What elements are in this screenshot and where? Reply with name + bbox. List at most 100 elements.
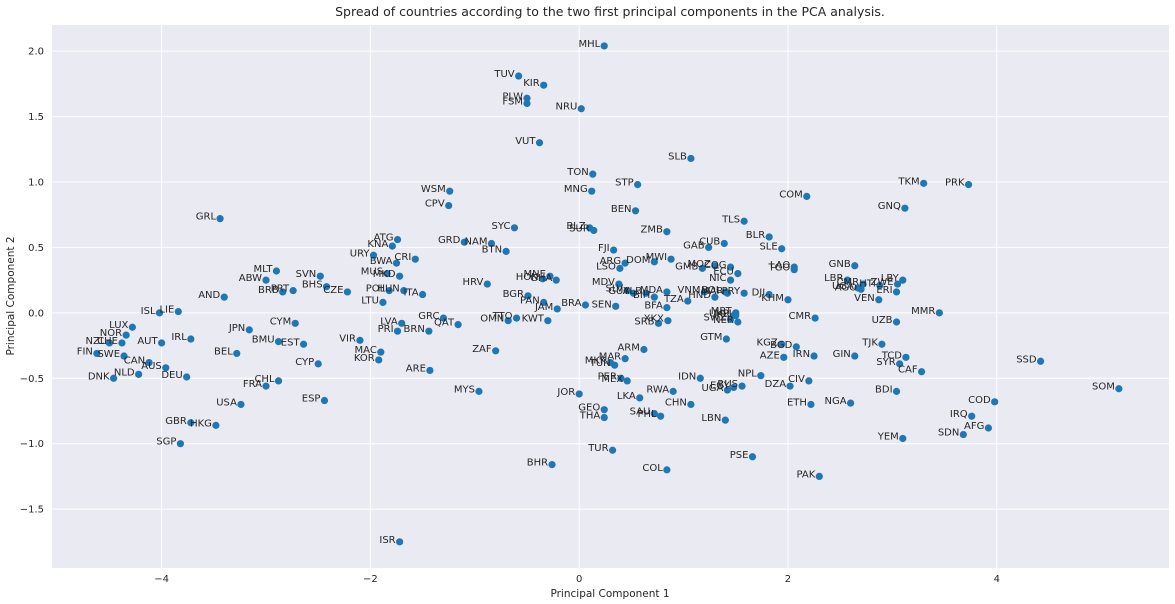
scatter-point xyxy=(377,348,385,356)
scatter-point xyxy=(640,345,648,354)
point-label: HRV xyxy=(463,277,484,288)
point-label: GNB xyxy=(829,259,851,270)
scatter-point xyxy=(187,419,195,427)
point-label: ALB xyxy=(623,286,642,297)
scatter-point xyxy=(245,326,253,334)
point-label: DOM xyxy=(626,255,650,266)
x-tick-label: −4 xyxy=(154,574,169,585)
point-label: AUS xyxy=(141,361,162,372)
point-label: CHE xyxy=(97,336,118,347)
scatter-point xyxy=(730,383,738,392)
point-label: KIR xyxy=(523,78,540,89)
point-label: ESP xyxy=(302,394,321,405)
scatter-point xyxy=(664,317,672,325)
scatter-point xyxy=(642,289,650,297)
data-points xyxy=(93,42,1123,546)
x-axis-label: Principal Component 1 xyxy=(550,588,669,600)
scatter-point xyxy=(726,263,735,271)
point-label: LTU xyxy=(361,295,379,306)
scatter-point xyxy=(634,181,642,189)
scatter-point xyxy=(790,266,798,274)
point-label: ARM xyxy=(617,342,639,353)
scatter-point xyxy=(220,293,228,301)
point-label: NOR xyxy=(100,328,122,339)
scatter-point xyxy=(600,413,608,422)
scatter-point xyxy=(581,301,590,309)
point-label: SRB xyxy=(634,316,654,327)
scatter-point xyxy=(393,235,402,244)
scatter-point xyxy=(663,288,671,296)
point-label: DEU xyxy=(161,370,182,381)
y-tick-label: 2.0 xyxy=(28,47,44,58)
scatter-point xyxy=(650,293,658,301)
point-label: ZWE xyxy=(871,277,894,288)
point-label: SYC xyxy=(492,221,511,232)
scatter-point xyxy=(893,280,902,288)
point-label: CRI xyxy=(394,252,411,263)
point-label: CAF xyxy=(898,365,918,376)
point-label: XKX xyxy=(644,314,664,325)
scatter-point xyxy=(183,373,191,381)
point-label: UGA xyxy=(832,281,854,292)
point-label: RUS xyxy=(717,379,738,390)
scatter-point xyxy=(320,396,329,405)
point-label: NRU xyxy=(556,102,578,113)
scatter-point xyxy=(698,264,706,272)
scatter-point xyxy=(780,353,788,361)
scatter-point xyxy=(851,352,859,360)
scatter-point xyxy=(721,416,729,424)
scatter-point xyxy=(475,387,483,395)
point-label: LVA xyxy=(380,316,398,327)
point-label: UKR xyxy=(709,308,730,319)
scatter-point xyxy=(621,259,629,267)
scatter-point xyxy=(510,224,519,232)
x-tick-label: −2 xyxy=(363,574,378,585)
point-label: POL xyxy=(366,284,386,295)
scatter-point xyxy=(388,242,396,250)
scatter-point xyxy=(548,461,556,469)
scatter-point xyxy=(396,272,404,280)
point-label: LBR xyxy=(824,273,843,284)
point-label: SWE xyxy=(97,349,120,360)
point-label: YEM xyxy=(877,431,899,442)
scatter-point xyxy=(899,276,907,284)
point-label: ZMB xyxy=(641,225,663,236)
point-label: SEN xyxy=(592,299,612,310)
point-label: MDA xyxy=(640,285,663,296)
point-label: BDI xyxy=(875,384,893,395)
point-label: GMB xyxy=(675,261,698,272)
point-label: GRL xyxy=(196,212,217,223)
point-label: HUN xyxy=(377,284,399,295)
point-label: SGP xyxy=(156,437,176,448)
scatter-point xyxy=(552,276,560,284)
point-label: MUS xyxy=(361,267,383,278)
scatter-point xyxy=(650,410,658,418)
scatter-point xyxy=(615,280,623,288)
scatter-point xyxy=(616,264,624,272)
point-label: CHL xyxy=(254,374,275,385)
point-label: MHL xyxy=(579,39,601,50)
point-label: CUB xyxy=(699,237,720,248)
point-label: BIH xyxy=(633,290,650,301)
point-label: ABW xyxy=(239,273,262,284)
point-label: DNK xyxy=(88,371,110,382)
point-label: AGO xyxy=(835,282,857,293)
scatter-point xyxy=(162,364,170,372)
point-label: GAB xyxy=(683,240,705,251)
point-label: ERI xyxy=(876,285,892,296)
scatter-point xyxy=(512,314,521,322)
scatter-point xyxy=(734,270,742,278)
point-label: BFA xyxy=(644,301,663,312)
scatter-point xyxy=(700,288,709,296)
point-label: BRN xyxy=(404,324,425,335)
scatter-point xyxy=(109,374,118,382)
chart-title: Spread of countries according to the two… xyxy=(335,4,885,19)
point-label: NAM xyxy=(465,237,488,248)
point-label: QAT xyxy=(434,318,455,329)
scatter-point xyxy=(322,283,331,291)
point-label: ITA xyxy=(403,288,418,299)
scatter-point xyxy=(687,400,695,409)
point-label: SLB xyxy=(668,151,687,162)
point-label: KNA xyxy=(367,239,388,250)
